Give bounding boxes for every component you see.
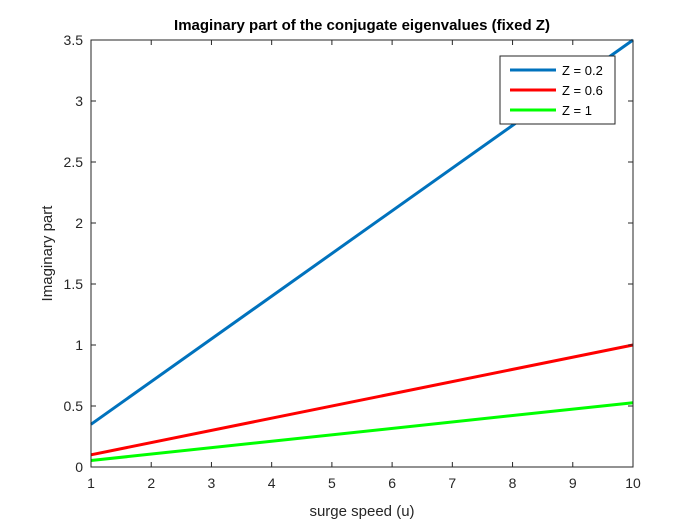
x-tick-label: 8: [509, 475, 517, 491]
series-line-3: [90, 401, 634, 462]
x-tick-label: 2: [147, 475, 155, 491]
y-axis-label: Imaginary part: [39, 205, 56, 302]
x-tick-label: 1: [87, 475, 95, 491]
x-tick-label: 4: [268, 475, 276, 491]
x-tick-label: 7: [448, 475, 456, 491]
x-tick-label: 10: [625, 475, 641, 491]
y-tick-label: 2: [75, 215, 83, 231]
y-tick-label: 3: [75, 93, 83, 109]
x-tick-label: 5: [328, 475, 336, 491]
legend: Z = 0.2 Z = 0.6 Z = 1: [499, 55, 616, 125]
x-tick-label: 6: [388, 475, 396, 491]
y-tick-label: 1: [75, 337, 83, 353]
y-tick-label: 2.5: [64, 154, 84, 170]
x-axis-label: surge speed (u): [309, 503, 414, 520]
y-tick-label: 0.5: [64, 398, 84, 414]
axes-box: [90, 39, 634, 468]
legend-label: Z = 1: [562, 103, 592, 118]
legend-label: Z = 0.6: [562, 83, 603, 98]
chart-title: Imaginary part of the conjugate eigenval…: [174, 17, 550, 34]
y-tick-label: 3.5: [64, 32, 84, 48]
legend-label: Z = 0.2: [562, 63, 603, 78]
x-tick-label: 3: [208, 475, 216, 491]
ticks-layer: 1 2 3 4 5 6 7 8 9 10 0 0.5 1 1.5 2 2.5 3 3.5: [64, 32, 641, 491]
x-tick-label: 9: [569, 475, 577, 491]
y-tick-label: 0: [75, 459, 83, 475]
y-tick-label: 1.5: [64, 276, 84, 292]
series-line-2: [90, 343, 634, 457]
